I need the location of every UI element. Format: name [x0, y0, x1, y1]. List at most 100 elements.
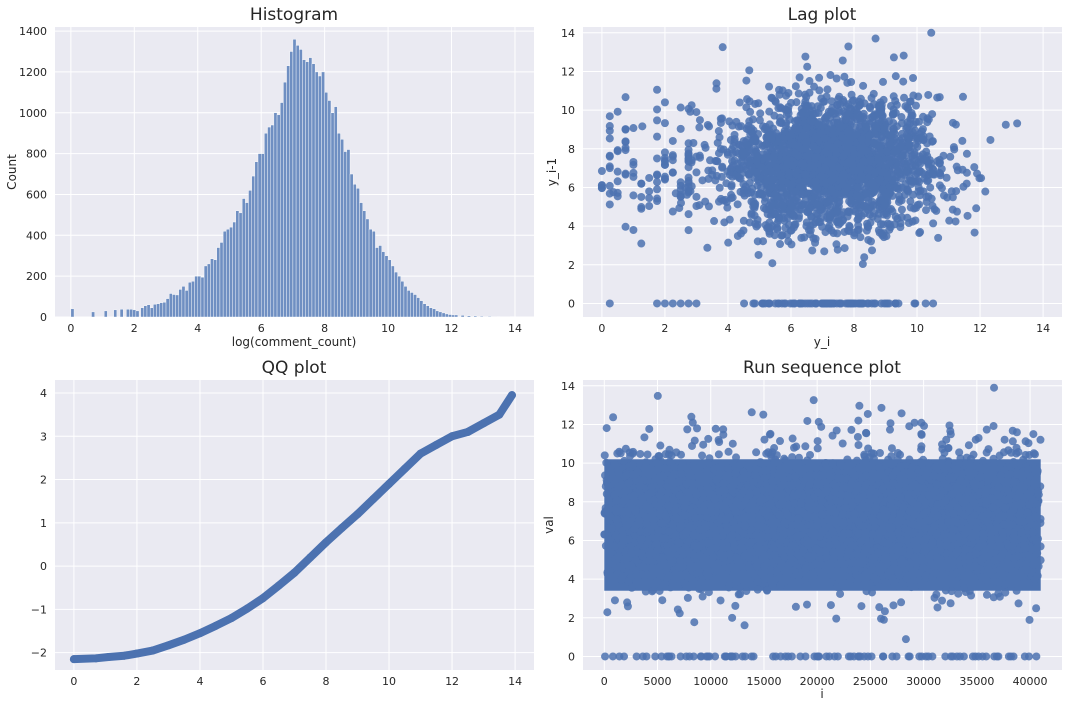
- lag-plot-ylabel: y_i-1: [545, 158, 559, 186]
- lag-point: [668, 168, 677, 177]
- lag-point: [754, 129, 763, 138]
- lag-point: [879, 77, 888, 86]
- lag-point: [896, 154, 905, 163]
- lag-point: [653, 154, 662, 163]
- run-sequence-panel: 0 5000 10000 15000 20000 25000 30000 35000 40000…: [542, 358, 1062, 701]
- lag-point: [784, 102, 793, 111]
- run-point: [1017, 508, 1026, 517]
- histogram-bar: [330, 112, 335, 318]
- run-point: [651, 652, 660, 661]
- lag-point: [889, 92, 898, 101]
- run-point: [919, 563, 928, 572]
- run-point: [859, 580, 868, 589]
- run-point: [1024, 579, 1033, 588]
- run-point: [773, 458, 782, 467]
- run-point: [620, 456, 629, 465]
- lag-point: [923, 118, 932, 127]
- lag-point: [653, 105, 662, 114]
- lag-point: [939, 151, 948, 160]
- lag-point: [825, 221, 834, 230]
- hist-ytick-label: 0: [40, 311, 47, 324]
- run-point: [890, 582, 899, 591]
- histogram-bar: [70, 308, 75, 318]
- qq-xtick-label: 12: [445, 675, 459, 688]
- lag-ytick-label: 12: [561, 65, 575, 78]
- lag-point: [747, 188, 756, 197]
- lag-point: [833, 139, 842, 148]
- histogram-bar: [103, 310, 108, 318]
- histogram-bar: [129, 309, 133, 318]
- qq-point: [353, 510, 362, 519]
- lag-point: [900, 93, 909, 102]
- lag-point: [714, 127, 723, 136]
- lag-point: [817, 172, 826, 181]
- run-point: [647, 483, 656, 492]
- lag-point: [653, 116, 662, 125]
- lag-point: [775, 118, 784, 127]
- run-point: [887, 444, 896, 453]
- run-point: [706, 501, 715, 510]
- lag-point: [753, 168, 762, 177]
- qq-point: [258, 594, 267, 603]
- lag-point: [835, 163, 844, 172]
- histogram-bar: [425, 305, 430, 318]
- lag-point: [833, 204, 842, 213]
- lag-point: [811, 177, 820, 186]
- lag-point: [843, 78, 852, 87]
- run-point: [673, 605, 682, 614]
- lag-point: [807, 195, 816, 204]
- lag-point: [765, 131, 774, 140]
- run-point: [1014, 599, 1023, 608]
- run-point: [860, 652, 869, 661]
- histogram-bar: [432, 308, 436, 318]
- lag-point: [621, 138, 630, 147]
- lag-point: [885, 299, 894, 308]
- run-point: [1032, 604, 1041, 613]
- lag-point: [710, 217, 719, 226]
- run-point: [921, 534, 930, 543]
- lag-point: [817, 299, 826, 308]
- run-point: [621, 486, 630, 495]
- run-point: [875, 448, 884, 457]
- lag-point: [809, 142, 818, 151]
- run-point: [705, 652, 714, 661]
- lag-point: [823, 85, 832, 94]
- lag-point: [928, 169, 937, 178]
- run-point: [933, 603, 942, 612]
- run-point: [905, 455, 914, 464]
- histogram-bar: [286, 65, 290, 318]
- run-point: [712, 535, 721, 544]
- histogram-bar: [260, 153, 265, 318]
- lag-point: [809, 220, 818, 229]
- run-point: [979, 554, 988, 563]
- lag-point: [720, 218, 729, 227]
- lag-point: [785, 196, 794, 205]
- histogram-bar: [188, 282, 192, 318]
- lag-point: [743, 157, 752, 166]
- hist-xtick-label: 12: [445, 322, 459, 335]
- lag-point: [850, 231, 859, 240]
- run-point: [622, 471, 631, 480]
- lag-point: [827, 185, 836, 194]
- run-point: [814, 417, 823, 426]
- lag-point: [890, 176, 899, 185]
- lag-point: [919, 187, 928, 196]
- run-point: [963, 487, 972, 496]
- run-point: [728, 563, 737, 572]
- qq-point: [104, 653, 113, 662]
- run-point: [683, 425, 692, 434]
- histogram-bar: [397, 275, 401, 318]
- lag-point: [715, 183, 724, 192]
- histogram-bar: [181, 286, 186, 318]
- run-point: [776, 437, 785, 446]
- qq-point: [227, 614, 236, 623]
- histogram-bar: [289, 51, 294, 318]
- run-point: [662, 574, 671, 583]
- run-point: [921, 523, 930, 532]
- run-point: [753, 585, 762, 594]
- run-point: [853, 484, 862, 493]
- lag-point: [791, 123, 800, 132]
- lag-point: [907, 108, 916, 117]
- run-point: [648, 587, 657, 596]
